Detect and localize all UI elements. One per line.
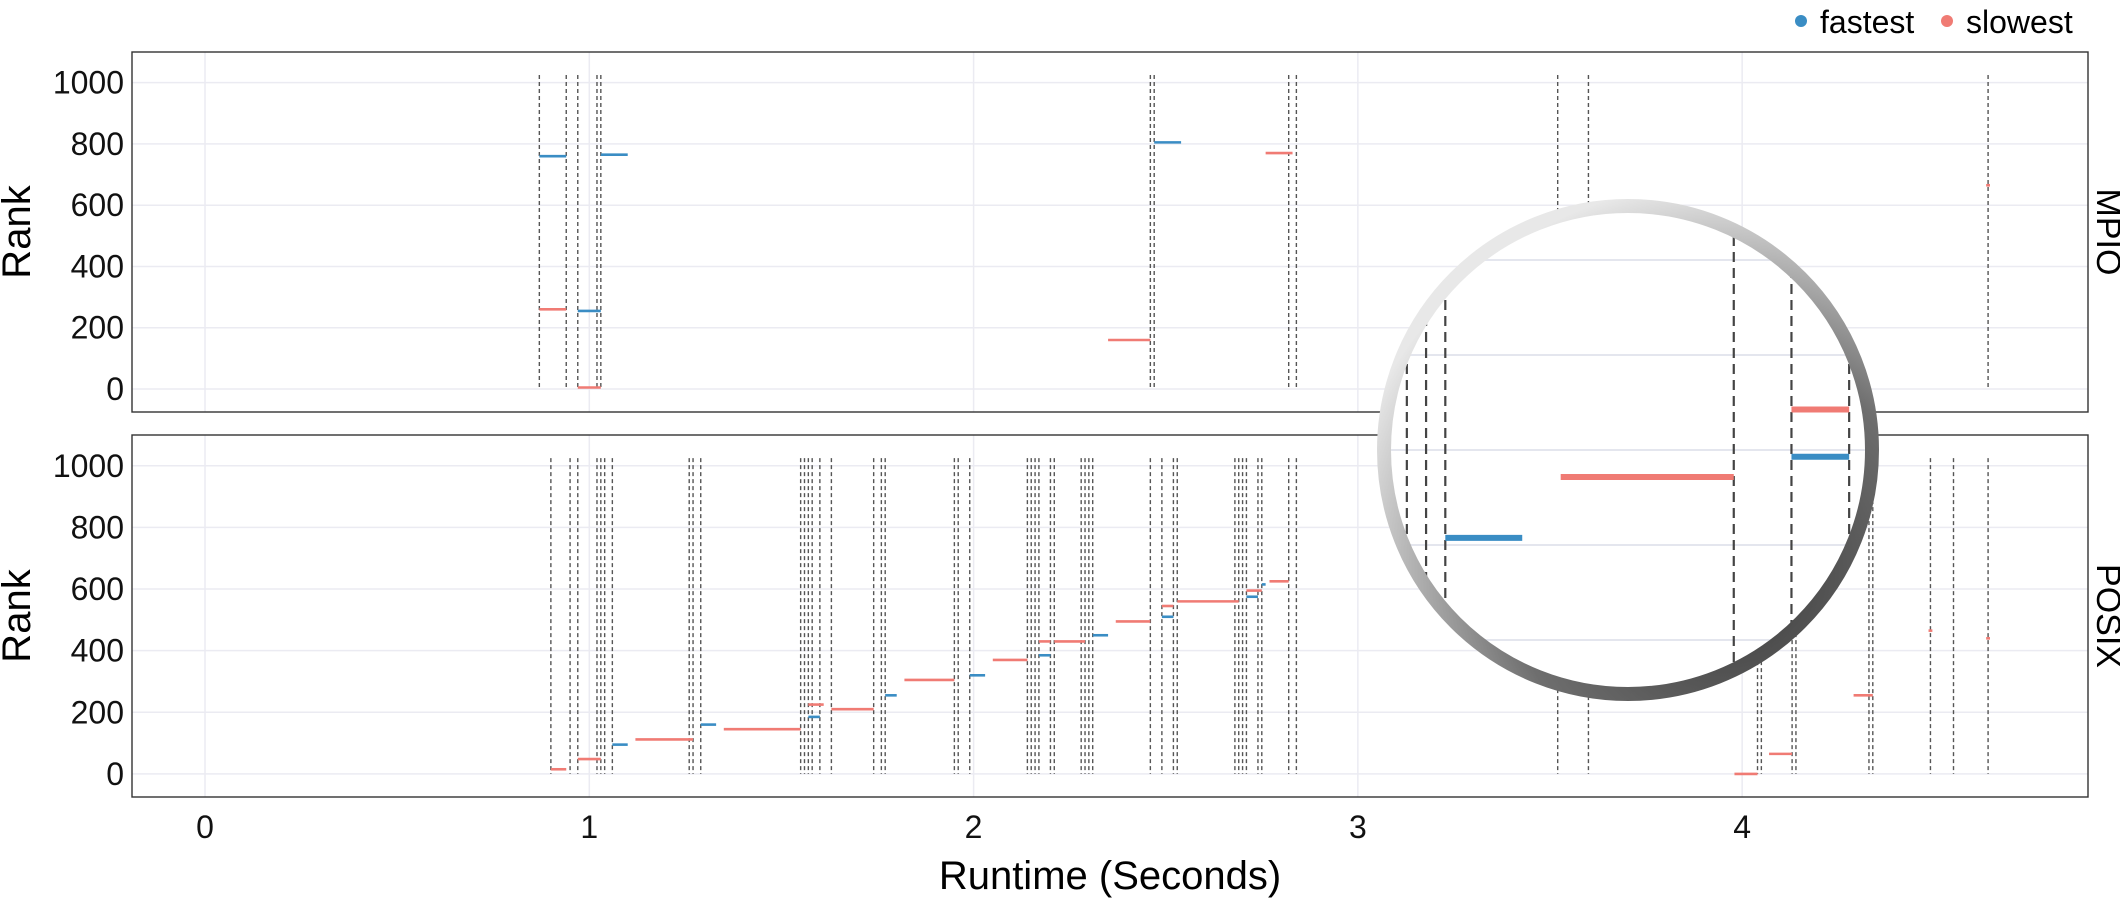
legend-marker-slowest — [1941, 15, 1953, 27]
y-tick-label: 0 — [106, 756, 124, 792]
y-tick-label: 800 — [71, 126, 124, 162]
panel-frame — [131, 51, 2089, 413]
lens-ring — [1377, 199, 1879, 701]
y-tick-label: 0 — [106, 371, 124, 407]
y-tick-label: 1000 — [53, 448, 124, 484]
strip-label-mpio: MPIO — [2089, 189, 2120, 276]
x-tick-label: 4 — [1733, 809, 1751, 845]
y-tick-label: 200 — [71, 694, 124, 730]
x-axis-label: Runtime (Seconds) — [939, 854, 1281, 898]
strip-label-posix: POSIX — [2089, 564, 2120, 668]
y-tick-label: 800 — [71, 509, 124, 545]
legend-label-slowest: slowest — [1966, 4, 2073, 40]
magnifier-lens — [1377, 199, 1879, 701]
legend-marker-fastest — [1795, 15, 1807, 27]
y-tick-label: 600 — [71, 187, 124, 223]
panel-mpio — [131, 51, 2089, 413]
x-tick-label: 0 — [196, 809, 214, 845]
y-axis-label: Rank — [0, 568, 39, 662]
legend: fastest slowest — [1795, 4, 2073, 40]
x-tick-label: 3 — [1349, 809, 1367, 845]
x-tick-label: 2 — [965, 809, 983, 845]
legend-label-fastest: fastest — [1820, 4, 1914, 40]
y-axis-label: Rank — [0, 184, 39, 278]
y-tick-label: 1000 — [53, 65, 124, 101]
y-tick-label: 600 — [71, 571, 124, 607]
y-tick-label: 400 — [71, 248, 124, 284]
x-tick-label: 1 — [580, 809, 598, 845]
panel-frame — [131, 434, 2089, 798]
y-tick-label: 200 — [71, 310, 124, 346]
y-tick-label: 400 — [71, 633, 124, 669]
